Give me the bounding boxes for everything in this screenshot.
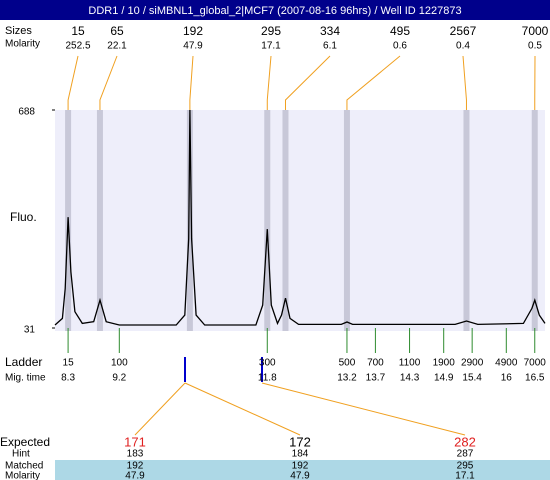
peak-molarity: 0.5	[528, 41, 542, 52]
ladder-size: 7000	[524, 358, 547, 369]
peak-size: 7000	[522, 24, 549, 38]
peak-link	[284, 55, 331, 110]
table-matched: 192	[127, 461, 144, 472]
ladder-time: 8.3	[61, 373, 75, 384]
peak-molarity: 47.9	[183, 41, 203, 52]
peak-size: 65	[110, 24, 124, 38]
expected-link	[261, 382, 466, 436]
ladder-size: 1900	[433, 358, 456, 369]
table-molarity: 17.1	[455, 471, 475, 480]
peak-band	[343, 110, 350, 331]
table-matched: 192	[292, 461, 309, 472]
y-tick-label: 688	[18, 107, 35, 118]
ladder-time: 15.4	[462, 373, 482, 384]
peak-link	[189, 55, 194, 110]
peak-size: 334	[320, 24, 340, 38]
peak-size: 192	[183, 24, 203, 38]
expected-link	[134, 382, 186, 436]
table-hint: 183	[127, 449, 144, 460]
ladder-time: 13.7	[366, 373, 386, 384]
ladder-time: 14.3	[400, 373, 420, 384]
peak-molarity: 252.5	[65, 41, 90, 52]
ladder-size: 100	[111, 358, 128, 369]
peak-link	[67, 55, 79, 110]
peak-size-header: Sizes	[5, 25, 32, 37]
peak-size: 295	[261, 24, 281, 38]
peak-molarity-header: Molarity	[5, 39, 40, 50]
peak-molarity: 22.1	[107, 41, 127, 52]
table-matched: 295	[457, 461, 474, 472]
table-molarity: 47.9	[125, 471, 145, 480]
ladder-size: 4900	[495, 358, 518, 369]
peak-link	[462, 55, 467, 110]
ladder-time: 16	[501, 373, 513, 384]
table-hint: 184	[292, 449, 309, 460]
table-expected: 172	[289, 434, 311, 449]
table-row-label: Matched	[5, 461, 43, 472]
expected-link	[184, 382, 301, 436]
ladder-time: 9.2	[112, 373, 126, 384]
y-tick-label: 31	[24, 325, 36, 336]
peak-band	[96, 110, 103, 331]
peak-band	[282, 110, 289, 331]
ladder-time: 16.5	[525, 373, 545, 384]
ladder-size: 500	[339, 358, 356, 369]
peak-band	[531, 110, 538, 331]
title-bar	[0, 0, 550, 20]
peak-size: 2567	[450, 24, 477, 38]
peak-link	[346, 55, 401, 110]
ladder-size: 700	[367, 358, 384, 369]
peak-band	[264, 110, 271, 331]
ladder-header: Ladder	[5, 355, 42, 369]
plot-area	[55, 110, 545, 331]
matched-row-bg	[55, 460, 550, 480]
peak-band	[186, 110, 193, 331]
ladder-size: 1100	[399, 358, 421, 369]
peak-link	[99, 55, 118, 110]
ladder-time: 13.2	[337, 373, 357, 384]
table-row-label: Hint	[12, 449, 30, 460]
peak-link	[266, 55, 272, 110]
ladder-size: 300	[259, 358, 276, 369]
ladder-size: 15	[63, 358, 75, 369]
table-row-label: Expected	[0, 435, 50, 449]
ladder-size: 2900	[461, 358, 484, 369]
peak-molarity: 17.1	[261, 41, 281, 52]
peak-size: 495	[390, 24, 410, 38]
table-expected: 171	[124, 434, 146, 449]
peak-molarity: 6.1	[323, 41, 337, 52]
trace	[54, 109, 546, 326]
table-hint: 287	[457, 449, 474, 460]
peak-size: 15	[71, 24, 85, 38]
table-molarity: 47.9	[290, 471, 310, 480]
table-expected: 282	[454, 434, 476, 449]
ladder-time: 14.9	[434, 373, 454, 384]
mig-time-header: Mig. time	[5, 373, 46, 384]
peak-molarity: 0.4	[456, 41, 470, 52]
title: DDR1 / 10 / siMBNL1_global_2|MCF7 (2007-…	[88, 5, 461, 17]
table-row-label: Molarity	[5, 471, 40, 480]
y-axis-label: Fluo.	[10, 210, 37, 224]
ladder-time: 11.8	[258, 373, 277, 384]
peak-molarity: 0.6	[393, 41, 407, 52]
peak-band	[463, 110, 470, 331]
